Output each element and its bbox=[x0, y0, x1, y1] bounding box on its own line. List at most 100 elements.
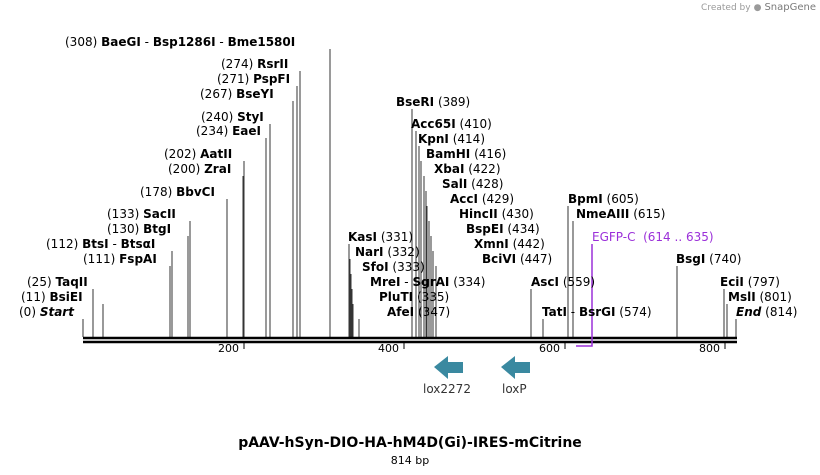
site-label-23[interactable]: HincII (430) bbox=[459, 207, 534, 221]
site-label-29[interactable]: SfoI (333) bbox=[362, 260, 425, 274]
egfp-label: EGFP-C (614 .. 635) bbox=[592, 230, 714, 244]
site-enzyme-name: BtsαI bbox=[120, 237, 156, 251]
site-label-12[interactable]: (111) FspAI bbox=[83, 252, 157, 266]
site-label-18[interactable]: KpnI (414) bbox=[418, 132, 485, 146]
site-position: (333) bbox=[392, 260, 425, 274]
snapgene-logo-icon: ● bbox=[753, 2, 762, 13]
site-enzyme-name: AatII bbox=[200, 147, 233, 161]
loxp-arrow[interactable] bbox=[501, 356, 530, 379]
site-label-38[interactable]: EciI (797) bbox=[720, 275, 780, 289]
egfp-feature[interactable] bbox=[576, 244, 593, 347]
site-position: (416) bbox=[474, 147, 507, 161]
site-label-9[interactable]: (133) SacII bbox=[107, 207, 176, 221]
plasmid-length: 814 bp bbox=[390, 454, 430, 467]
site-label-5[interactable]: (234) EaeI bbox=[196, 124, 261, 138]
site-label-15[interactable]: (0) Start bbox=[19, 305, 74, 319]
site-position: (814) bbox=[765, 305, 798, 319]
site-position: (308) bbox=[65, 35, 98, 49]
site-label-16[interactable]: BseRI (389) bbox=[396, 95, 470, 109]
site-label-25[interactable]: XmnI (442) bbox=[474, 237, 545, 251]
site-enzyme-name: End bbox=[736, 305, 762, 319]
site-label-17[interactable]: Acc65I (410) bbox=[411, 117, 492, 131]
site-label-32[interactable]: AfeI (347) bbox=[387, 305, 450, 319]
site-label-40[interactable]: End (814) bbox=[736, 305, 797, 319]
site-position: (442) bbox=[512, 237, 545, 251]
site-enzyme-name: AccI bbox=[450, 192, 478, 206]
lox2272-label: lox2272 bbox=[423, 382, 471, 396]
site-enzyme-name: SfoI bbox=[362, 260, 389, 274]
site-label-39[interactable]: MslI (801) bbox=[728, 290, 792, 304]
site-enzyme-name: BaeGI bbox=[101, 35, 141, 49]
site-position: (274) bbox=[221, 57, 254, 71]
site-enzyme-name: XbaI bbox=[434, 162, 465, 176]
site-label-20[interactable]: XbaI (422) bbox=[434, 162, 501, 176]
site-label-27[interactable]: KasI (331) bbox=[348, 230, 413, 244]
site-enzyme-name: XmnI bbox=[474, 237, 509, 251]
site-label-7[interactable]: (200) ZraI bbox=[168, 162, 231, 176]
site-label-0[interactable]: (308) BaeGI - Bsp1286I - Bme1580I bbox=[65, 35, 295, 49]
site-label-37[interactable]: BsgI (740) bbox=[676, 252, 741, 266]
site-label-2[interactable]: (271) PspFI bbox=[217, 72, 290, 86]
site-separator: - bbox=[112, 237, 117, 251]
site-label-10[interactable]: (130) BtgI bbox=[107, 222, 171, 236]
loxp-label: loxP bbox=[502, 382, 527, 396]
site-enzyme-name: BspEI bbox=[466, 222, 504, 236]
site-label-36[interactable]: TatI - BsrGI (574) bbox=[542, 305, 652, 319]
site-enzyme-name: RsrII bbox=[257, 57, 289, 71]
site-label-11[interactable]: (112) BtsI - BtsαI bbox=[46, 237, 155, 251]
site-label-35[interactable]: AscI (559) bbox=[531, 275, 595, 289]
site-label-4[interactable]: (240) StyI bbox=[201, 110, 264, 124]
site-label-34[interactable]: NmeAIII (615) bbox=[576, 207, 665, 221]
site-label-26[interactable]: BciVI (447) bbox=[482, 252, 552, 266]
site-label-13[interactable]: (25) TaqII bbox=[27, 275, 88, 289]
site-label-30[interactable]: MreI - SgrAI (334) bbox=[370, 275, 485, 289]
site-position: (574) bbox=[619, 305, 652, 319]
site-label-24[interactable]: BspEI (434) bbox=[466, 222, 540, 236]
site-position: (434) bbox=[507, 222, 540, 236]
site-enzyme-name: BseRI bbox=[396, 95, 435, 109]
tick-label-1: 400 bbox=[378, 342, 399, 355]
site-enzyme-name: MreI bbox=[370, 275, 401, 289]
lox2272-arrow[interactable] bbox=[434, 356, 463, 379]
plasmid-title: pAAV-hSyn-DIO-HA-hM4D(Gi)-IRES-mCitrine bbox=[238, 435, 582, 451]
site-enzyme-name: BsrGI bbox=[578, 305, 616, 319]
tick-label-3: 800 bbox=[699, 342, 720, 355]
site-enzyme-name: Bsp1286I bbox=[152, 35, 216, 49]
site-separator: - bbox=[144, 35, 149, 49]
site-enzyme-name: SalI bbox=[442, 177, 468, 191]
snapgene-credit: Created by ● SnapGene bbox=[701, 2, 816, 13]
site-position: (200) bbox=[168, 162, 201, 176]
site-label-31[interactable]: PluTI (335) bbox=[379, 290, 449, 304]
site-enzyme-name: TatI bbox=[542, 305, 567, 319]
cut-site-lines bbox=[82, 49, 737, 337]
site-enzyme-name: FspAI bbox=[119, 252, 157, 266]
site-enzyme-name: BpmI bbox=[568, 192, 603, 206]
site-label-1[interactable]: (274) RsrII bbox=[221, 57, 288, 71]
site-label-3[interactable]: (267) BseYI bbox=[200, 87, 274, 101]
site-position: (331) bbox=[380, 230, 414, 244]
site-enzyme-name: EaeI bbox=[232, 124, 262, 138]
site-position: (111) bbox=[83, 252, 116, 266]
backbone bbox=[83, 336, 737, 344]
site-position: (0) bbox=[19, 305, 36, 319]
site-label-33[interactable]: BpmI (605) bbox=[568, 192, 639, 206]
site-label-21[interactable]: SalI (428) bbox=[442, 177, 503, 191]
axis-ticks bbox=[243, 343, 726, 349]
site-label-22[interactable]: AccI (429) bbox=[450, 192, 514, 206]
site-label-19[interactable]: BamHI (416) bbox=[426, 147, 506, 161]
site-position: (740) bbox=[709, 252, 742, 266]
site-enzyme-name: BtsI bbox=[82, 237, 109, 251]
site-label-8[interactable]: (178) BbvCI bbox=[140, 185, 215, 199]
site-label-6[interactable]: (202) AatII bbox=[164, 147, 232, 161]
site-position: (335) bbox=[416, 290, 450, 304]
tick-label-2: 600 bbox=[539, 342, 560, 355]
site-label-14[interactable]: (11) BsiEI bbox=[21, 290, 83, 304]
site-separator: - bbox=[404, 275, 409, 289]
site-position: (429) bbox=[481, 192, 515, 206]
site-position: (801) bbox=[759, 290, 792, 304]
site-enzyme-name: PspFI bbox=[253, 72, 291, 86]
site-position: (202) bbox=[164, 147, 197, 161]
site-enzyme-name: MslI bbox=[728, 290, 756, 304]
site-label-28[interactable]: NarI (332) bbox=[355, 245, 420, 259]
site-position: (130) bbox=[107, 222, 140, 236]
